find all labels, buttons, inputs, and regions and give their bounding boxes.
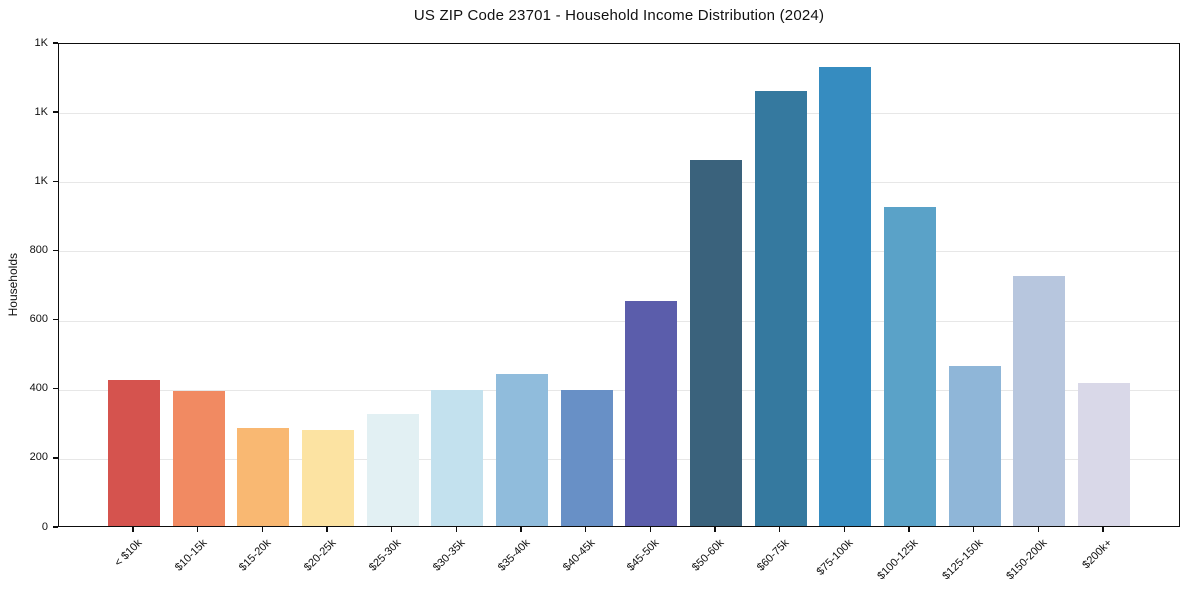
y-tick-mark <box>53 42 58 44</box>
gridline <box>59 389 1179 391</box>
x-tick-label: $60-75k <box>754 537 792 574</box>
x-tick-mark <box>1037 527 1039 532</box>
bar <box>172 391 225 526</box>
x-tick-mark <box>391 527 393 532</box>
bar <box>302 430 354 526</box>
bar <box>690 159 742 526</box>
x-tick-label: $40-45k <box>560 537 598 574</box>
x-tick-mark <box>197 527 199 532</box>
x-tick-label: $150-200k <box>1004 537 1050 583</box>
x-tick-mark <box>908 527 910 532</box>
y-tick-mark <box>53 318 58 321</box>
bar <box>884 206 936 526</box>
x-tick-label: $75-100k <box>814 537 856 578</box>
y-tick-mark <box>53 388 58 390</box>
y-tick-mark <box>53 249 58 252</box>
bar <box>625 301 678 526</box>
x-tick-label: $125-150k <box>939 537 986 583</box>
bar <box>1013 276 1066 526</box>
x-tick-mark <box>585 527 587 532</box>
gridline <box>59 320 1179 322</box>
bar <box>431 389 484 526</box>
bar <box>948 365 1001 526</box>
y-tick-label: 400 <box>29 382 48 395</box>
y-tick-label: 600 <box>29 313 48 326</box>
gridline <box>59 113 1179 115</box>
y-tick-label: 200 <box>29 451 48 464</box>
y-tick-mark <box>53 457 58 459</box>
gridline <box>59 251 1179 253</box>
y-tick-label: 1K <box>34 105 48 118</box>
bar <box>560 390 613 526</box>
y-tick-label: 1K <box>34 174 48 187</box>
x-tick-mark <box>132 527 134 532</box>
x-tick-label: $50-60k <box>689 537 727 574</box>
x-tick-label: $45-50k <box>625 537 662 574</box>
x-tick-mark <box>843 527 845 532</box>
gridline <box>59 458 1179 460</box>
y-tick-mark <box>53 526 58 528</box>
bar <box>754 90 807 526</box>
x-tick-mark <box>779 527 781 532</box>
x-tick-mark <box>973 527 975 532</box>
x-tick-mark <box>455 527 457 532</box>
x-tick-label: $25-30k <box>366 537 404 574</box>
y-tick-mark <box>53 111 58 113</box>
bar <box>819 67 872 526</box>
gridline <box>59 182 1179 184</box>
x-tick-label: $15-20k <box>237 537 274 574</box>
x-tick-mark <box>520 527 522 532</box>
y-tick-mark <box>53 180 58 182</box>
x-tick-label: $100-125k <box>875 537 921 583</box>
y-tick-label: 800 <box>29 243 48 256</box>
plot-area <box>58 43 1180 527</box>
bar <box>366 413 419 526</box>
y-tick-label: 0 <box>41 520 48 533</box>
x-tick-mark <box>714 527 716 532</box>
y-axis-tick-labels: 0 200 400 600 800 1K 1K 1K <box>0 0 48 590</box>
x-tick-label: $200k+ <box>1080 537 1115 572</box>
bar <box>1078 383 1130 526</box>
x-tick-label: < $10k <box>112 537 145 570</box>
x-tick-label: $20-25k <box>301 537 339 574</box>
x-tick-mark <box>1102 527 1104 532</box>
x-tick-mark <box>261 527 263 532</box>
x-tick-label: $35-40k <box>495 537 533 574</box>
bar <box>108 380 160 526</box>
chart-title: US ZIP Code 23701 - Household Income Dis… <box>413 7 825 24</box>
bar <box>496 373 548 526</box>
x-tick-label: $10-15k <box>172 537 210 574</box>
x-tick-label: $30-35k <box>431 537 468 574</box>
y-tick-label: 1K <box>34 36 48 49</box>
bar <box>237 428 290 526</box>
x-tick-mark <box>326 527 328 532</box>
x-tick-mark <box>649 527 651 532</box>
